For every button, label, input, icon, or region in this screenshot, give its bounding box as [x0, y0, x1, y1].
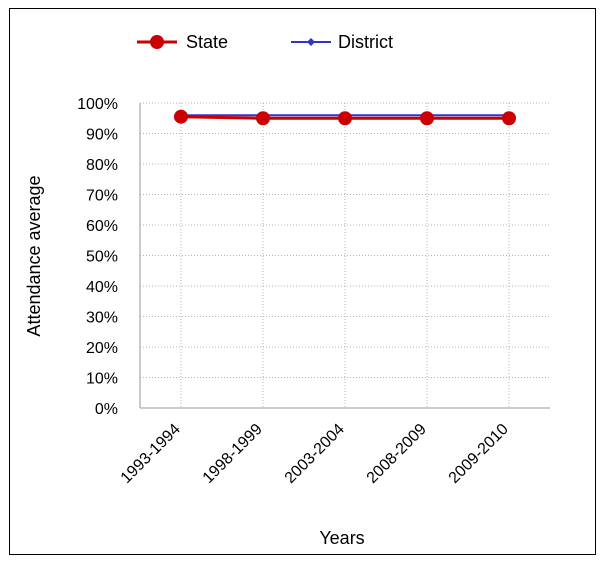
legend: State District [137, 32, 393, 52]
y-tick-label: 50% [86, 249, 118, 266]
x-tick-label: 2003-2004 [282, 421, 348, 487]
legend-label-state: State [186, 32, 228, 52]
y-tick-label: 90% [86, 127, 118, 144]
legend-label-district: District [338, 32, 393, 52]
x-tick-label: 1998-1999 [200, 421, 266, 487]
series-lines [174, 109, 516, 126]
legend-marker-district [307, 38, 315, 46]
x-tick-label: 1993-1994 [118, 421, 184, 487]
x-tick-labels: 1993-1994 1998-1999 2003-2004 2008-2009 2009… [118, 421, 512, 487]
x-axis-label: Years [319, 528, 364, 548]
y-tick-label: 40% [86, 279, 118, 296]
point-state [502, 111, 516, 126]
y-tick-label: 70% [86, 188, 118, 205]
y-tick-label: 20% [86, 340, 118, 357]
x-tick-label: 2008-2009 [364, 421, 430, 487]
y-tick-label: 60% [86, 218, 118, 235]
y-tick-label: 100% [77, 96, 118, 113]
point-state [420, 111, 434, 126]
y-tick-label: 80% [86, 157, 118, 174]
y-tick-label: 30% [86, 310, 118, 327]
y-tick-label: 10% [86, 371, 118, 388]
point-state [256, 111, 270, 126]
point-state [174, 109, 188, 124]
y-axis-label: Attendance average [24, 175, 44, 336]
x-tick-label: 2009-2010 [446, 421, 512, 487]
grid-lines [140, 102, 550, 408]
point-state [338, 111, 352, 126]
axes [139, 103, 550, 409]
y-tick-labels: 0% 10% 20% 30% 40% 50% 60% 70% 80% 90% 100% [77, 96, 118, 418]
legend-marker-state [150, 35, 164, 49]
y-tick-label: 0% [95, 401, 118, 418]
chart-frame [9, 8, 596, 555]
